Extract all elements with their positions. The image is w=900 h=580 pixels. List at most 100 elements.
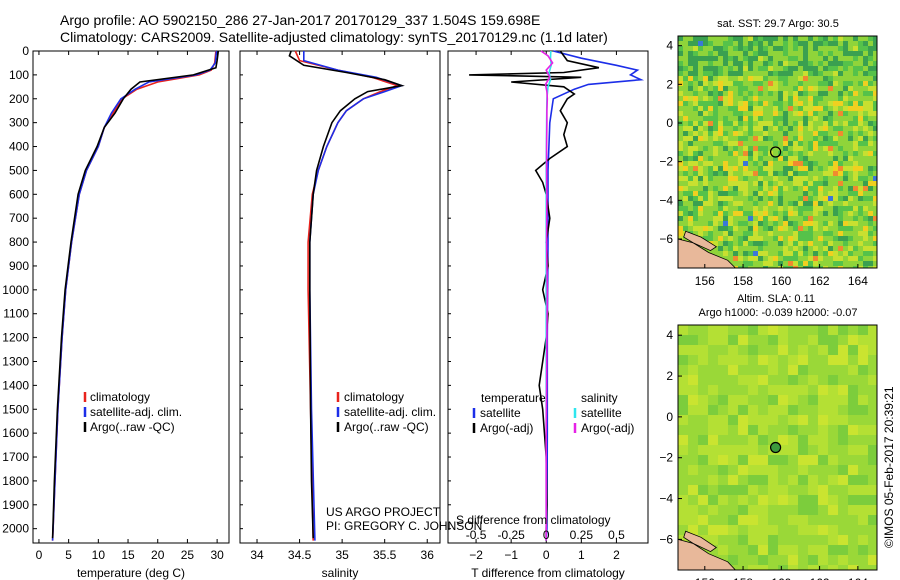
map-cell <box>798 126 803 131</box>
map-cell <box>783 161 788 166</box>
map-cell <box>778 355 788 365</box>
map-cell <box>768 495 778 505</box>
map-cell <box>708 56 713 61</box>
map-cell <box>823 191 828 196</box>
map-cell <box>858 415 868 425</box>
map-cell <box>843 106 848 111</box>
map-cell <box>873 81 877 86</box>
map-cell <box>763 211 768 216</box>
map-cell <box>733 91 738 96</box>
map-cell <box>833 51 838 56</box>
map-cell <box>798 151 803 156</box>
map-cell <box>688 166 693 171</box>
map-cell <box>708 221 713 226</box>
map-cell <box>848 535 858 545</box>
map-cell <box>833 256 838 261</box>
map-cell <box>748 395 758 405</box>
y-tick-label: 1000 <box>2 283 29 297</box>
map-cell <box>818 86 823 91</box>
map-cell <box>868 171 873 176</box>
map-cell <box>843 246 848 251</box>
map-cell <box>823 71 828 76</box>
map-cell <box>788 126 793 131</box>
map-cell <box>708 445 718 455</box>
map-cell <box>803 256 808 261</box>
map-cell <box>783 131 788 136</box>
map-cell <box>688 56 693 61</box>
map-cell <box>823 141 828 146</box>
map-cell <box>723 171 728 176</box>
map-cell <box>808 395 818 405</box>
map-cell <box>838 256 843 261</box>
map-cell <box>708 101 713 106</box>
map-cell <box>863 71 868 76</box>
map-cell <box>823 66 828 71</box>
map-cell <box>808 206 813 211</box>
map-cell <box>838 495 848 505</box>
map-cell <box>808 176 813 181</box>
map-cell <box>848 136 853 141</box>
y-tick-label: 4 <box>666 39 673 53</box>
map-cell <box>848 196 853 201</box>
map-cell <box>848 101 853 106</box>
plot-frame <box>32 50 230 544</box>
map-cell <box>803 66 808 71</box>
map-cell <box>828 485 838 495</box>
map-cell <box>793 36 798 41</box>
map-cell <box>758 345 768 355</box>
map-cell <box>868 226 873 231</box>
map-cell <box>838 86 843 91</box>
map-cell <box>813 96 818 101</box>
map-cell <box>788 565 798 570</box>
map-cell <box>778 325 788 335</box>
map-cell <box>718 76 723 81</box>
map-cell <box>693 41 698 46</box>
map-cell <box>858 191 863 196</box>
map-cell <box>773 181 778 186</box>
map-cell <box>693 101 698 106</box>
map-cell <box>758 206 763 211</box>
map-cell <box>688 505 698 515</box>
map-cell <box>778 191 783 196</box>
map-cell <box>823 246 828 251</box>
y-tick-label: 600 <box>9 187 29 201</box>
map-cell <box>758 211 763 216</box>
map-cell <box>833 61 838 66</box>
map-cell <box>848 176 853 181</box>
map-cell <box>723 36 728 41</box>
map-cell <box>868 151 873 156</box>
map-cell <box>863 36 868 41</box>
map-cell <box>748 161 753 166</box>
map-cell <box>728 81 733 86</box>
map-cell <box>728 86 733 91</box>
map-cell <box>728 425 738 435</box>
map-cell <box>728 51 733 56</box>
map-cell <box>783 46 788 51</box>
map-cells <box>678 325 877 570</box>
map-cell <box>803 61 808 66</box>
map-cell <box>793 241 798 246</box>
map-cell <box>843 56 848 61</box>
map-cell <box>708 485 718 495</box>
map-cell <box>758 525 768 535</box>
map-cell <box>783 201 788 206</box>
map-cell <box>698 71 703 76</box>
map-cell <box>793 46 798 51</box>
map-cell <box>728 545 738 555</box>
map-cell <box>808 171 813 176</box>
map-cell <box>813 231 818 236</box>
map-cell <box>853 121 858 126</box>
map-cell <box>683 106 688 111</box>
map-cell <box>863 176 868 181</box>
map-cell <box>733 241 738 246</box>
map-cell <box>698 66 703 71</box>
map-cell <box>748 236 753 241</box>
map-cell <box>863 61 868 66</box>
map-cell <box>803 106 808 111</box>
map-cell <box>693 81 698 86</box>
map-cell <box>768 266 773 268</box>
map-cell <box>708 375 718 385</box>
map-cell <box>708 535 718 545</box>
map-cell <box>708 186 713 191</box>
map-cell <box>728 71 733 76</box>
